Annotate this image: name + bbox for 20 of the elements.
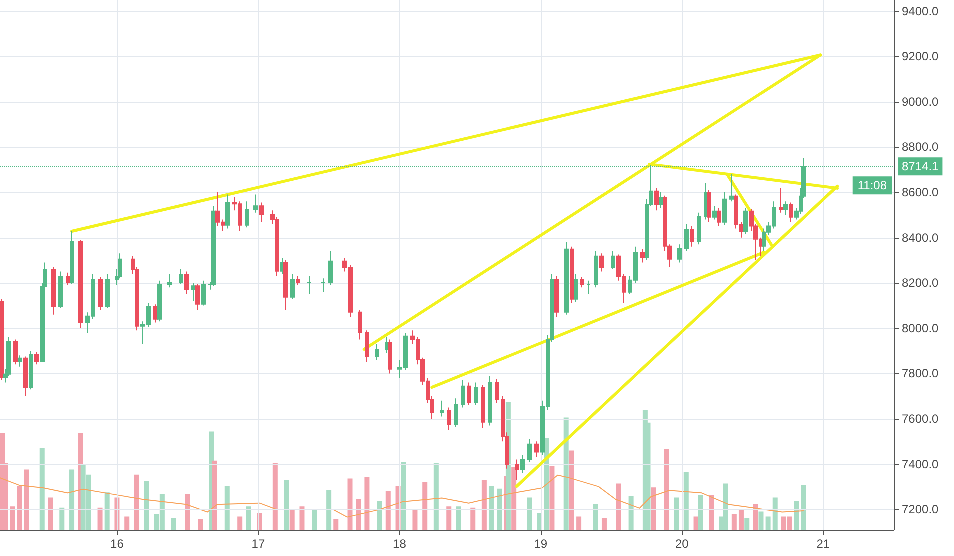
y-tick-label: 9000.0 — [902, 94, 940, 109]
y-tick-label: 7800.0 — [902, 366, 940, 381]
y-tick-label: 9200.0 — [902, 50, 940, 64]
ref-line-label: 8714.1 — [902, 160, 940, 174]
y-tick-label: 8800.0 — [902, 140, 940, 154]
y-tick-label: 9400.0 — [902, 4, 940, 18]
x-tick-label: 16 — [110, 537, 124, 551]
y-tick-label: 8000.0 — [902, 321, 940, 336]
x-tick-label: 18 — [393, 537, 407, 551]
y-tick-label: 8400.0 — [902, 230, 940, 245]
y-tick-label: 8200.0 — [902, 276, 940, 290]
y-tick-label: 7200.0 — [902, 502, 940, 517]
x-tick-label: 19 — [534, 537, 548, 551]
y-tick-label: 7400.0 — [902, 457, 940, 472]
x-tick-label: 17 — [252, 537, 266, 551]
x-tick-label: 20 — [675, 537, 690, 551]
annotation: 11:08 — [858, 178, 888, 193]
y-tick-label: 7600.0 — [902, 412, 940, 426]
y-tick-label: 8600.0 — [902, 186, 940, 200]
x-tick-label: 21 — [816, 537, 830, 551]
